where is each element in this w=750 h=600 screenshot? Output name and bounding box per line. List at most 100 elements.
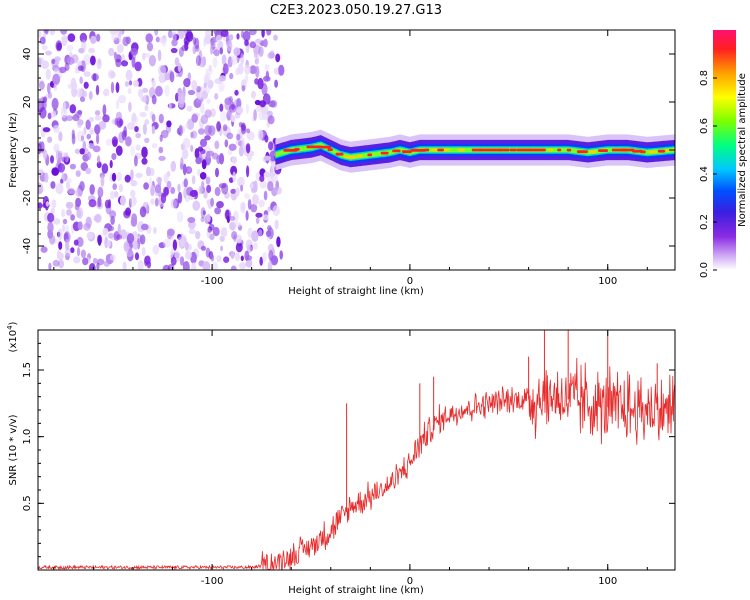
heatmap-ytick-label: 20 bbox=[22, 96, 33, 109]
snr-yunit: (x104) bbox=[6, 321, 19, 352]
heatmap-xtick-label: 100 bbox=[598, 276, 617, 287]
noise-blob bbox=[198, 185, 203, 195]
snr-xtick-label: 100 bbox=[598, 576, 617, 587]
noise-blob bbox=[79, 148, 86, 155]
noise-blob bbox=[127, 122, 135, 131]
noise-blob bbox=[84, 148, 89, 156]
noise-blob bbox=[236, 106, 244, 114]
noise-blob bbox=[86, 133, 91, 140]
noise-blob bbox=[245, 103, 249, 115]
noise-blob bbox=[94, 115, 101, 121]
noise-blob bbox=[182, 137, 191, 149]
noise-blob bbox=[100, 175, 105, 187]
noise-blob bbox=[170, 47, 178, 54]
heatmap-content bbox=[38, 30, 675, 270]
noise-blob bbox=[202, 210, 206, 216]
noise-blob bbox=[57, 228, 63, 241]
noise-blob bbox=[150, 198, 155, 205]
snr-frame bbox=[37, 329, 676, 571]
noise-blob bbox=[267, 206, 271, 212]
signal-peak bbox=[589, 150, 597, 154]
noise-blob bbox=[203, 38, 207, 47]
noise-blob bbox=[195, 157, 202, 165]
snr-series-line bbox=[38, 357, 675, 570]
noise-blob bbox=[113, 191, 119, 198]
noise-blob bbox=[131, 56, 136, 68]
noise-blob bbox=[141, 94, 150, 104]
noise-blob bbox=[127, 249, 134, 262]
noise-blob bbox=[52, 73, 61, 86]
noise-blob bbox=[208, 223, 215, 231]
noise-blob bbox=[261, 30, 265, 38]
noise-blob bbox=[219, 103, 224, 112]
noise-blob bbox=[79, 32, 88, 43]
noise-blob bbox=[197, 93, 202, 100]
noise-blob bbox=[115, 145, 123, 156]
noise-blob bbox=[170, 256, 177, 266]
noise-blob bbox=[177, 62, 182, 73]
noise-blob bbox=[125, 250, 134, 257]
noise-blob bbox=[58, 66, 67, 74]
noise-blob bbox=[180, 157, 184, 169]
noise-blob bbox=[89, 184, 95, 195]
noise-blob bbox=[111, 32, 118, 41]
noise-blob bbox=[265, 230, 272, 238]
noise-blob bbox=[125, 207, 132, 216]
noise-blob bbox=[185, 250, 192, 260]
noise-blob bbox=[146, 166, 151, 177]
noise-blob bbox=[228, 143, 237, 151]
noise-blob bbox=[62, 218, 68, 225]
noise-blob bbox=[123, 241, 130, 252]
colorbar-gradient bbox=[713, 30, 736, 270]
noise-blob bbox=[267, 115, 275, 125]
noise-blob bbox=[236, 234, 243, 244]
noise-blob bbox=[160, 192, 167, 204]
noise-blob bbox=[257, 77, 264, 90]
noise-blob bbox=[50, 110, 57, 118]
noise-blob bbox=[179, 256, 185, 266]
snr-xtick-label: 0 bbox=[407, 576, 413, 587]
noise-blob bbox=[115, 99, 120, 110]
noise-blob bbox=[62, 224, 66, 233]
noise-blob bbox=[113, 51, 117, 60]
noise-blob bbox=[97, 155, 101, 164]
noise-blob bbox=[64, 248, 72, 257]
colorbar-tick-label: 0.8 bbox=[699, 70, 710, 86]
noise-blob bbox=[134, 126, 139, 133]
noise-blob bbox=[51, 199, 57, 209]
noise-blob bbox=[240, 184, 244, 192]
noise-blob bbox=[104, 199, 111, 209]
noise-blob bbox=[148, 177, 153, 189]
signal-peak bbox=[410, 148, 427, 152]
noise-blob bbox=[244, 193, 250, 199]
noise-blob bbox=[117, 223, 121, 234]
noise-blob bbox=[252, 194, 259, 205]
noise-blob bbox=[51, 58, 56, 65]
noise-blob bbox=[240, 205, 246, 214]
signal-peak bbox=[356, 154, 363, 158]
noise-blob bbox=[109, 160, 113, 169]
noise-blob bbox=[69, 104, 77, 114]
noise-blob bbox=[170, 198, 178, 209]
noise-blob bbox=[170, 248, 175, 256]
noise-blob bbox=[47, 136, 53, 143]
noise-blob bbox=[103, 88, 110, 97]
noise-blob bbox=[185, 31, 194, 42]
noise-blob bbox=[72, 114, 80, 122]
colorbar: 0.0 0.2 0.4 0.6 0.8 Normalized spectral ampl… bbox=[699, 30, 748, 278]
noise-blob bbox=[219, 110, 227, 122]
noise-blob bbox=[141, 157, 148, 165]
noise-blob bbox=[118, 118, 124, 127]
noise-blob bbox=[228, 177, 234, 184]
noise-blob bbox=[229, 72, 234, 80]
noise-blob bbox=[45, 68, 51, 80]
colorbar-tick-label: 0.6 bbox=[699, 118, 710, 134]
noise-blob bbox=[171, 39, 178, 47]
noise-blob bbox=[258, 229, 263, 237]
noise-blob bbox=[259, 256, 264, 266]
signal-peak bbox=[509, 148, 517, 152]
noise-blob bbox=[41, 45, 48, 51]
noise-blob bbox=[130, 217, 138, 227]
noise-blob bbox=[274, 79, 278, 88]
